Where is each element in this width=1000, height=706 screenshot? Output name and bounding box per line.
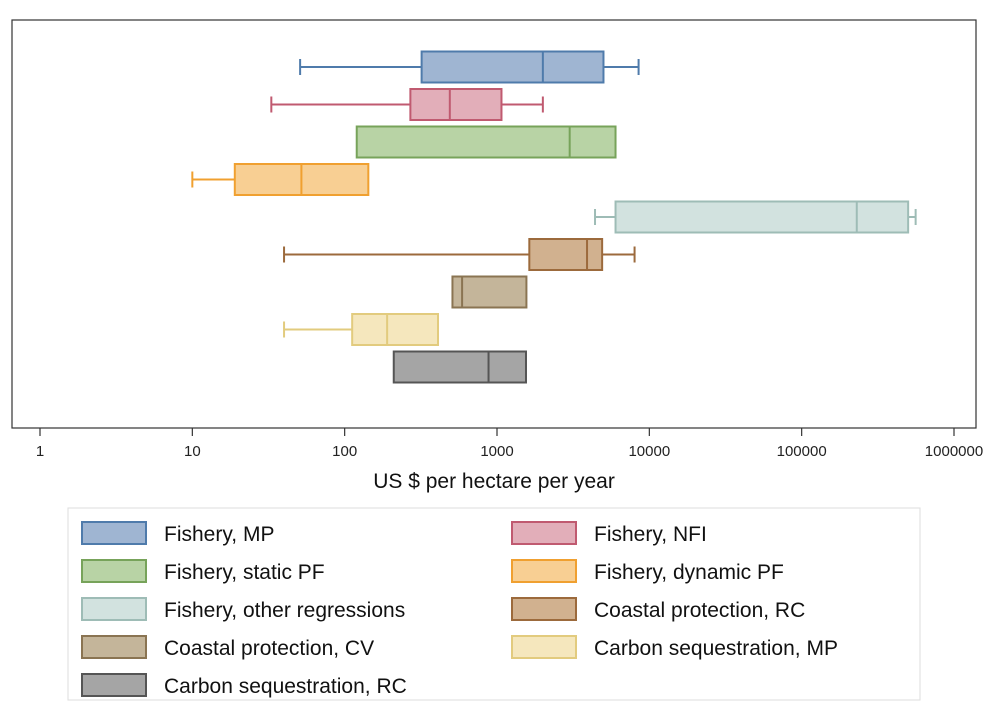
x-axis-label: US $ per hectare per year [373,470,615,493]
x-axis: 1 10 100 1000 10000 100000 1000000 [36,428,983,460]
legend-swatch [81,597,147,621]
legend-label: Coastal protection, CV [164,637,374,660]
legend-swatch [511,635,577,659]
legend-label: Coastal protection, RC [594,599,805,622]
legend-item-7: Carbon sequestration, MP [511,635,838,660]
legend-item-6: Coastal protection, CV [81,635,374,660]
legend-swatch [81,521,147,545]
box-series-5 [283,238,636,271]
box-series-0 [299,50,640,84]
legend-item-0: Fishery, MP [81,521,274,546]
box-iqr [451,275,528,309]
box-series-3 [191,163,370,196]
legend-item-8: Carbon sequestration, RC [81,673,407,698]
box-iqr [614,200,910,234]
box-iqr [409,88,503,121]
box-series-8 [392,350,527,384]
legend-label: Fishery, static PF [164,561,325,584]
legend-label: Fishery, other regressions [164,599,405,622]
legend-swatch [81,559,147,583]
box-iqr [351,313,440,346]
x-tick-label: 1 [36,443,44,460]
box-series-6 [451,275,528,309]
box-group [191,50,917,384]
legend-swatch [511,559,577,583]
box-series-2 [355,125,617,159]
legend-swatch [81,673,147,697]
box-series-1 [270,88,544,121]
x-tick-label: 100 [332,443,357,460]
box-iqr [420,50,605,84]
x-tick-label: 100000 [777,443,827,460]
legend-item-1: Fishery, NFI [511,521,707,546]
legend-swatch [81,635,147,659]
legend-item-3: Fishery, dynamic PF [511,559,784,584]
box-iqr [355,125,617,159]
legend-frame [67,507,921,701]
legend-label: Fishery, dynamic PF [594,561,784,584]
legend-swatch [511,597,577,621]
x-tick-label: 1000 [480,443,513,460]
legend-label: Carbon sequestration, RC [164,675,407,698]
legend-label: Carbon sequestration, MP [594,637,838,660]
box-iqr [392,350,527,384]
x-tick-label: 1000000 [925,443,983,460]
box-series-7 [283,313,440,346]
x-tick-label: 10 [184,443,201,460]
legend: Fishery, MP Fishery, NFI Fishery, static P… [81,521,838,698]
x-tick-label: 10000 [628,443,670,460]
legend-item-4: Fishery, other regressions [81,597,405,622]
legend-label: Fishery, MP [164,523,274,546]
legend-label: Fishery, NFI [594,523,707,546]
legend-swatch [511,521,577,545]
box-iqr [528,238,604,271]
legend-item-2: Fishery, static PF [81,559,325,584]
box-series-4 [594,200,917,234]
legend-item-5: Coastal protection, RC [511,597,805,622]
